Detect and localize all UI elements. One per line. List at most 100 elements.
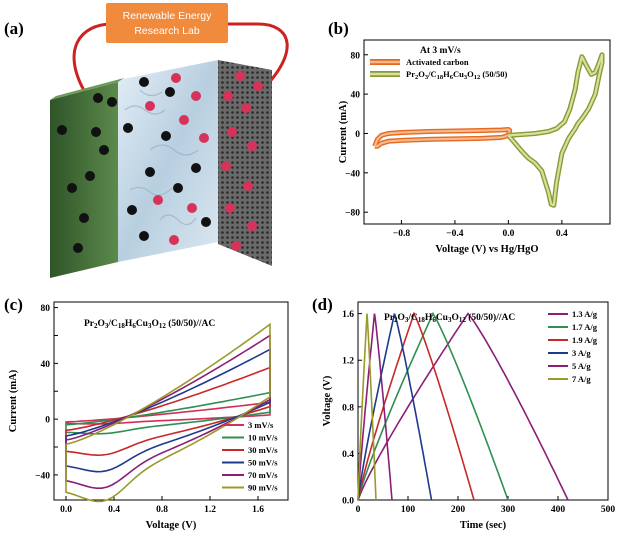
- cation-12: [221, 161, 231, 171]
- legend-c-0-label: 3 mV/s: [248, 420, 274, 430]
- cation-18: [235, 71, 245, 81]
- x-tick-label-c-2: 0.8: [156, 505, 168, 515]
- series-d-2: [357, 311, 475, 501]
- anion-9: [161, 131, 171, 141]
- banner-line-2: Research Lab: [134, 25, 200, 37]
- y-tick-label-d-4: 1.6: [342, 310, 354, 320]
- y-tick-label-d-1: 0.4: [342, 450, 354, 460]
- cation-5: [153, 195, 163, 205]
- legend-d-5-label: 7 A/g: [572, 374, 591, 384]
- legend-c-1-label: 10 mV/s: [248, 433, 278, 443]
- panel-d-ylabel: Voltage (V): [322, 375, 333, 426]
- legend-c-3-label: 50 mV/s: [248, 458, 278, 468]
- anion-18: [73, 243, 83, 253]
- x-tick-label-d-4: 400: [551, 505, 566, 515]
- x-tick-label-d-0: 0: [356, 505, 361, 515]
- series-b-0: [373, 128, 511, 148]
- cation-4: [199, 133, 209, 143]
- x-tick-label-b-3: 0.4: [556, 229, 568, 239]
- y-tick-label-b-0: −80: [345, 209, 360, 219]
- panel-d-title: Pr2O3/C18H6Cu3O12 (50/50)//AC: [384, 312, 515, 324]
- y-tick-label-b-3: 40: [351, 91, 361, 101]
- cation-14: [225, 203, 235, 213]
- series-c-5: [65, 322, 271, 503]
- y-tick-label-d-2: 0.8: [342, 403, 354, 413]
- y-tick-label-c-2: 0: [45, 416, 50, 426]
- series-c-1: [65, 391, 271, 435]
- anion-4: [139, 77, 149, 87]
- y-tick-label-c-6: 80: [41, 304, 51, 314]
- cation-16: [231, 241, 241, 251]
- panel-d-frame: [357, 301, 609, 501]
- legend-c-2-label: 30 mV/s: [248, 445, 278, 455]
- panel-c-frame: [53, 301, 289, 501]
- banner-line-1: Renewable Energy: [123, 10, 212, 22]
- green-electrode: [50, 82, 118, 278]
- anion-16: [67, 183, 77, 193]
- cation-17: [253, 81, 263, 91]
- x-tick-label-b-1: −0.4: [446, 229, 464, 239]
- lab-banner: Renewable Energy Research Lab: [106, 3, 228, 43]
- cation-7: [169, 235, 179, 245]
- anion-6: [107, 97, 117, 107]
- x-tick-label-c-1: 0.4: [108, 505, 120, 515]
- x-tick-label-b-2: 0.0: [502, 229, 514, 239]
- legend-d-4-label: 5 A/g: [572, 361, 591, 371]
- legend-c-4-label: 70 mV/s: [248, 470, 278, 480]
- series-d-1: [357, 311, 509, 501]
- anion-12: [127, 205, 137, 215]
- cation-2: [145, 101, 155, 111]
- anion-1: [91, 127, 101, 137]
- cation-1: [191, 91, 201, 101]
- anion-13: [191, 163, 201, 173]
- x-tick-label-b-0: −0.8: [393, 229, 411, 239]
- panel-c-ylabel: Current (mA): [8, 369, 19, 432]
- y-tick-label-c-0: −40: [35, 471, 50, 481]
- anion-10: [145, 167, 155, 177]
- anion-7: [99, 145, 109, 155]
- gray-electrode: [218, 60, 272, 266]
- anion-3: [79, 213, 89, 223]
- x-tick-label-d-3: 300: [501, 505, 516, 515]
- y-tick-label-c-4: 40: [41, 360, 51, 370]
- cation-10: [227, 127, 237, 137]
- y-tick-label-b-1: −40: [345, 169, 360, 179]
- panel-d-label: (d): [312, 295, 333, 314]
- ions: [57, 71, 263, 253]
- electrolyte-texture: [124, 89, 199, 226]
- panel-d-xlabel: Time (sec): [460, 520, 507, 531]
- anion-14: [201, 217, 211, 227]
- series-d-5: [357, 313, 377, 501]
- x-tick-label-c-4: 1.6: [252, 505, 264, 515]
- x-tick-label-d-5: 500: [601, 505, 616, 515]
- panel-c-label: (c): [4, 295, 23, 314]
- panel-c-xlabel: Voltage (V): [146, 520, 197, 531]
- y-tick-label-d-3: 1.2: [342, 357, 354, 367]
- series-d-0: [357, 312, 569, 501]
- panel-b-label: (b): [328, 19, 349, 38]
- anion-15: [139, 231, 149, 241]
- series-c-0: [65, 401, 271, 425]
- cation-6: [187, 203, 197, 213]
- x-tick-label-d-1: 100: [401, 505, 416, 515]
- legend-d-3-label: 3 A/g: [572, 348, 591, 358]
- x-tick-label-d-2: 200: [451, 505, 466, 515]
- panel-b-ylabel: Current (mA): [338, 100, 349, 163]
- legend-d-1-label: 1.7 A/g: [572, 322, 598, 332]
- panel-b-title: At 3 mV/s: [420, 46, 461, 56]
- anion-8: [165, 87, 175, 97]
- x-tick-label-c-3: 1.2: [204, 505, 216, 515]
- y-tick-label-d-0: 0.0: [342, 497, 354, 507]
- series-d-3: [357, 313, 433, 501]
- y-tick-label-b-4: 80: [351, 51, 361, 61]
- cation-3: [179, 115, 189, 125]
- legend-d-0-label: 1.3 A/g: [572, 309, 598, 319]
- anion-5: [123, 123, 133, 133]
- legend-d-2-label: 1.9 A/g: [572, 335, 598, 345]
- legend-b-1-label: Pr2O3/C18H6Cu3O12 (50/50): [406, 69, 508, 81]
- series-d-4: [357, 313, 393, 501]
- y-tick-label-b-2: 0: [355, 130, 360, 140]
- panel-d-gcd: (d) 0 100 200 300 400 500 0.0 0.4 0.8 1.2 1.6 Pr2O…: [312, 295, 615, 531]
- panel-b-frame: [363, 39, 611, 225]
